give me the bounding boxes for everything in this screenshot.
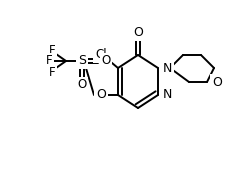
- Text: S: S: [78, 54, 86, 68]
- Text: F: F: [49, 65, 55, 79]
- Text: N: N: [163, 61, 172, 75]
- Text: N: N: [163, 89, 172, 101]
- Text: O: O: [101, 54, 111, 68]
- Text: O: O: [212, 75, 222, 89]
- Text: O: O: [77, 79, 87, 92]
- Text: O: O: [133, 26, 143, 40]
- Text: O: O: [96, 89, 106, 101]
- Text: Cl: Cl: [95, 48, 107, 61]
- Text: F: F: [46, 54, 52, 68]
- Text: F: F: [49, 44, 55, 57]
